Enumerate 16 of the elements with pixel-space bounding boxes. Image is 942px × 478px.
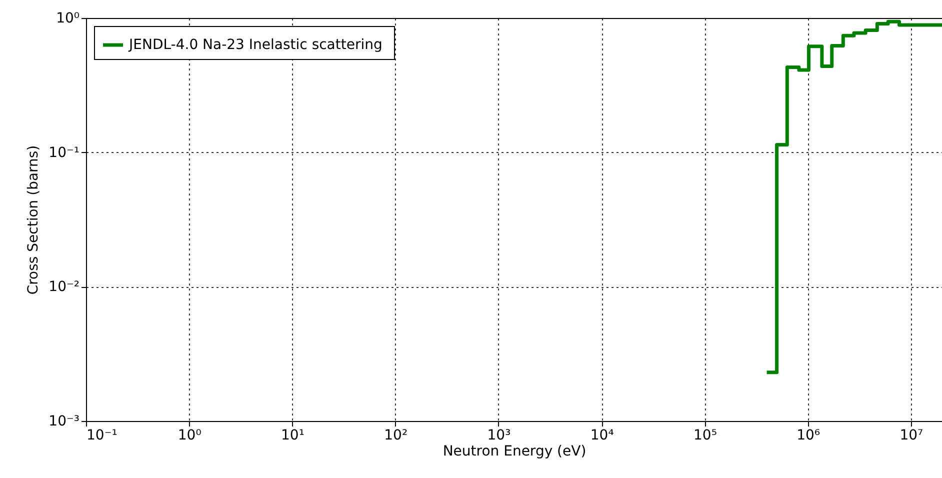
x-tick-label: 10⁻¹ [86, 428, 118, 444]
x-axis-title: Neutron Energy (eV) [442, 444, 586, 460]
legend-label: JENDL-4.0 Na-23 Inelastic scattering [128, 37, 382, 53]
x-tick-label: 10⁵ [694, 428, 717, 444]
x-tick-label: 10⁷ [900, 428, 924, 444]
x-tick-label: 10⁰ [178, 428, 202, 444]
x-tick-label: 10¹ [281, 428, 304, 444]
x-tick-label: 10² [384, 428, 408, 444]
y-tick-label: 10⁻¹ [48, 144, 80, 161]
y-axis-title: Cross Section (barns) [26, 145, 42, 295]
y-tick-label: 10⁰ [56, 10, 80, 26]
x-tick-label: 10⁴ [590, 428, 614, 444]
x-tick-label: 10³ [487, 428, 511, 444]
y-tick-label: 10⁻² [48, 279, 80, 296]
y-tick-label: 10⁻³ [48, 414, 80, 430]
x-tick-label: 10⁶ [796, 428, 820, 444]
